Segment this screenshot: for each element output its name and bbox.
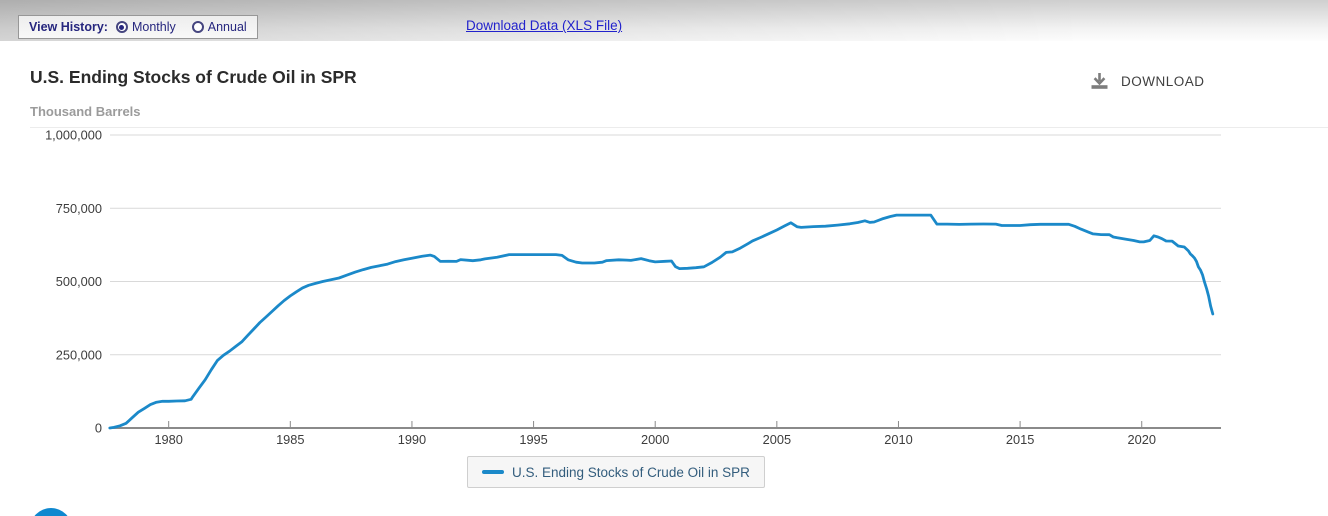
y-tick-label: 0 — [95, 421, 102, 436]
legend[interactable]: U.S. Ending Stocks of Crude Oil in SPR — [467, 456, 765, 488]
download-button-label[interactable]: DOWNLOAD — [1121, 74, 1205, 89]
x-tick-label: 1995 — [519, 432, 547, 447]
download-button[interactable]: DOWNLOAD — [1090, 72, 1205, 91]
x-tick-label: 2010 — [884, 432, 912, 447]
x-tick-label: 2015 — [1006, 432, 1034, 447]
view-history-label: View History: — [29, 20, 108, 34]
x-tick-label: 1990 — [398, 432, 426, 447]
x-tick-label: 2020 — [1127, 432, 1155, 447]
x-tick-label: 1980 — [154, 432, 182, 447]
x-tick-label: 2005 — [763, 432, 791, 447]
y-tick-label: 750,000 — [56, 201, 102, 216]
y-tick-label: 1,000,000 — [45, 128, 102, 143]
y-tick-label: 500,000 — [56, 274, 102, 289]
download-icon — [1091, 73, 1108, 89]
legend-label[interactable]: U.S. Ending Stocks of Crude Oil in SPR — [512, 464, 750, 480]
series-line — [108, 213, 1215, 430]
radio-annual[interactable]: Annual — [191, 20, 247, 34]
legend-line-swatch — [482, 470, 504, 474]
radio-filled-icon[interactable] — [115, 21, 128, 33]
chart-title: U.S. Ending Stocks of Crude Oil in SPR — [30, 67, 357, 87]
x-tick-label: 2000 — [641, 432, 669, 447]
chart-canvas: 0 250,000 500,000 750,000 1,000,000 1980 1985 1… — [45, 128, 1221, 447]
view-history-box: View History: Monthly Annual — [18, 15, 258, 39]
toolbar: View History: Monthly Annual Download Da… — [0, 0, 1328, 41]
radio-empty-icon[interactable] — [191, 21, 204, 33]
y-axis-units-label: Thousand Barrels — [30, 104, 141, 119]
download-data-link[interactable]: Download Data (XLS File) — [466, 18, 623, 33]
radio-annual-label[interactable]: Annual — [207, 20, 247, 34]
x-tick-label: 1985 — [276, 432, 304, 447]
header-divider — [30, 127, 1328, 128]
radio-monthly[interactable]: Monthly — [115, 20, 176, 34]
feedback-widget[interactable] — [30, 508, 72, 516]
radio-monthly-label[interactable]: Monthly — [131, 20, 176, 34]
y-tick-label: 250,000 — [56, 347, 102, 362]
